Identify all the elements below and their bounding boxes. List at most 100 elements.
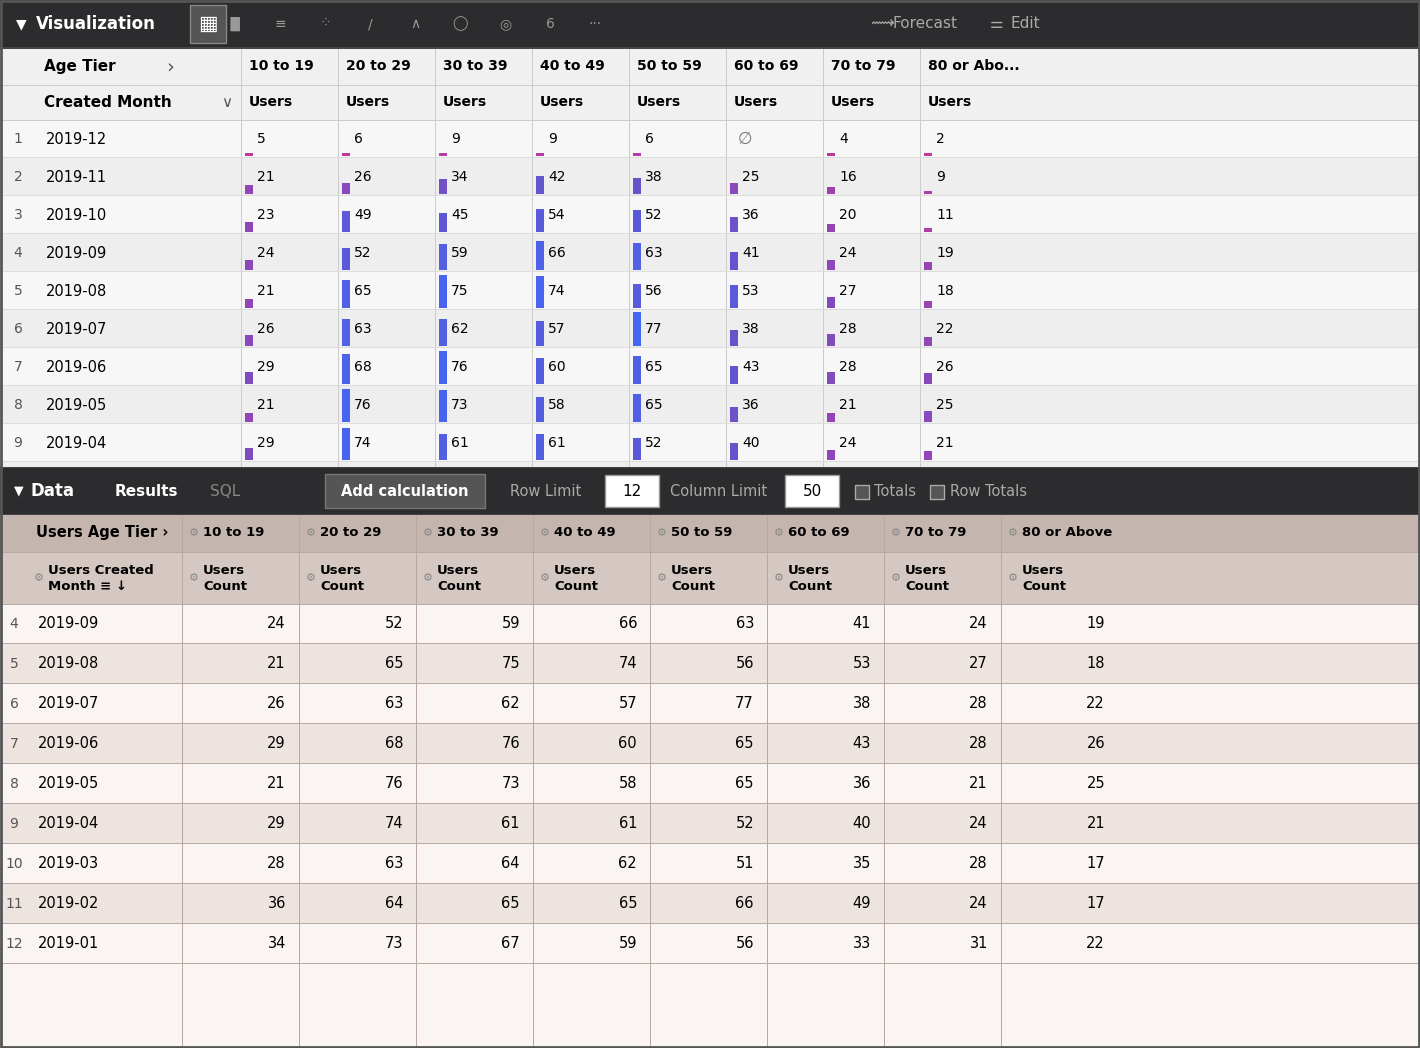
Text: 2019-06: 2019-06 [45,359,108,374]
Text: ⚙: ⚙ [34,573,44,583]
Bar [0,47,1420,49]
Text: 49: 49 [852,896,870,912]
Text: 24: 24 [970,896,988,912]
Bar [924,337,932,346]
Text: 26: 26 [267,697,285,712]
Text: 4: 4 [14,246,23,260]
Text: 2019-05: 2019-05 [45,397,108,413]
Bar [730,252,738,270]
Text: ⚙: ⚙ [890,528,902,538]
Text: ⚙: ⚙ [189,528,199,538]
Text: 36: 36 [852,777,870,791]
Text: 2019-12: 2019-12 [45,131,108,147]
Text: ⚙: ⚙ [540,573,550,583]
Text: 45: 45 [452,208,469,222]
Text: ⁘: ⁘ [320,17,331,31]
Text: 10: 10 [6,857,23,871]
Text: 12: 12 [6,937,23,951]
Text: 2019-05: 2019-05 [38,777,99,791]
Text: 38: 38 [852,697,870,712]
Bar [0,0,1420,48]
Bar [535,241,544,270]
Text: ◯: ◯ [452,17,467,31]
Text: 61: 61 [501,816,520,831]
Bar [439,153,447,156]
Text: 8: 8 [14,398,23,412]
Text: ⚙: ⚙ [423,528,433,538]
Text: /: / [368,17,372,31]
Text: 29: 29 [257,361,274,374]
Text: 76: 76 [501,737,520,751]
Text: Column Limit: Column Limit [670,483,767,499]
Text: 28: 28 [839,322,856,336]
Bar [0,48,1420,468]
Text: 6: 6 [354,132,364,146]
Text: ▐▌: ▐▌ [224,17,246,31]
Text: 35: 35 [852,856,870,872]
Bar [633,394,640,422]
Bar [246,372,253,384]
Text: 41: 41 [852,616,870,632]
Text: 26: 26 [354,170,372,184]
Text: 77: 77 [645,322,663,336]
Text: 21: 21 [267,656,285,672]
Text: Row Limit: Row Limit [510,483,581,499]
Bar [0,724,1420,764]
Text: 2019-03: 2019-03 [38,856,99,872]
Bar [246,153,253,156]
Text: Add calculation: Add calculation [341,483,469,499]
Text: 2019-08: 2019-08 [38,656,99,672]
Text: 61: 61 [619,816,638,831]
Bar [0,85,1420,121]
Bar [633,178,640,194]
Text: 22: 22 [936,322,953,336]
Text: 5: 5 [257,132,266,146]
Text: 53: 53 [852,656,870,672]
Text: ···: ··· [588,17,602,31]
Text: 20: 20 [839,208,856,222]
Text: ⚙: ⚙ [774,573,784,583]
Text: 4: 4 [10,617,18,631]
Bar [0,462,1420,500]
Text: 65: 65 [354,284,372,298]
Text: 28: 28 [267,856,285,872]
Bar [535,276,544,308]
Bar [342,211,349,232]
Text: 24: 24 [267,616,285,632]
Text: 2019-03: 2019-03 [45,474,106,488]
Text: 59: 59 [452,246,469,260]
Bar [0,468,1420,514]
Text: 65: 65 [385,656,403,672]
Text: ▼: ▼ [16,17,27,31]
Text: Data: Data [30,482,74,500]
Bar [826,224,835,232]
Bar [0,604,1420,645]
Text: 35: 35 [743,474,760,488]
Text: 28: 28 [839,474,856,488]
Bar [633,312,640,346]
Text: Users
Count: Users Count [320,564,364,592]
Bar [826,334,835,346]
Bar [246,413,253,422]
Text: 34: 34 [267,937,285,952]
Bar [535,176,544,194]
Text: 50: 50 [802,483,822,499]
Bar [0,844,1420,885]
Text: 24: 24 [970,616,988,632]
Text: 25: 25 [1086,777,1105,791]
Text: 26: 26 [257,322,274,336]
Text: 23: 23 [257,208,274,222]
Text: 9: 9 [10,817,18,831]
Text: ⚙: ⚙ [423,573,433,583]
Text: 25: 25 [743,170,760,184]
Text: 40: 40 [743,436,760,450]
Text: 36: 36 [743,208,760,222]
Text: 21: 21 [1086,816,1105,831]
Text: 21: 21 [936,436,954,450]
Bar [730,366,738,384]
Bar [342,280,349,308]
Text: ∧: ∧ [410,17,420,31]
Bar [325,474,486,508]
Bar [439,244,447,270]
Bar [0,158,1420,196]
